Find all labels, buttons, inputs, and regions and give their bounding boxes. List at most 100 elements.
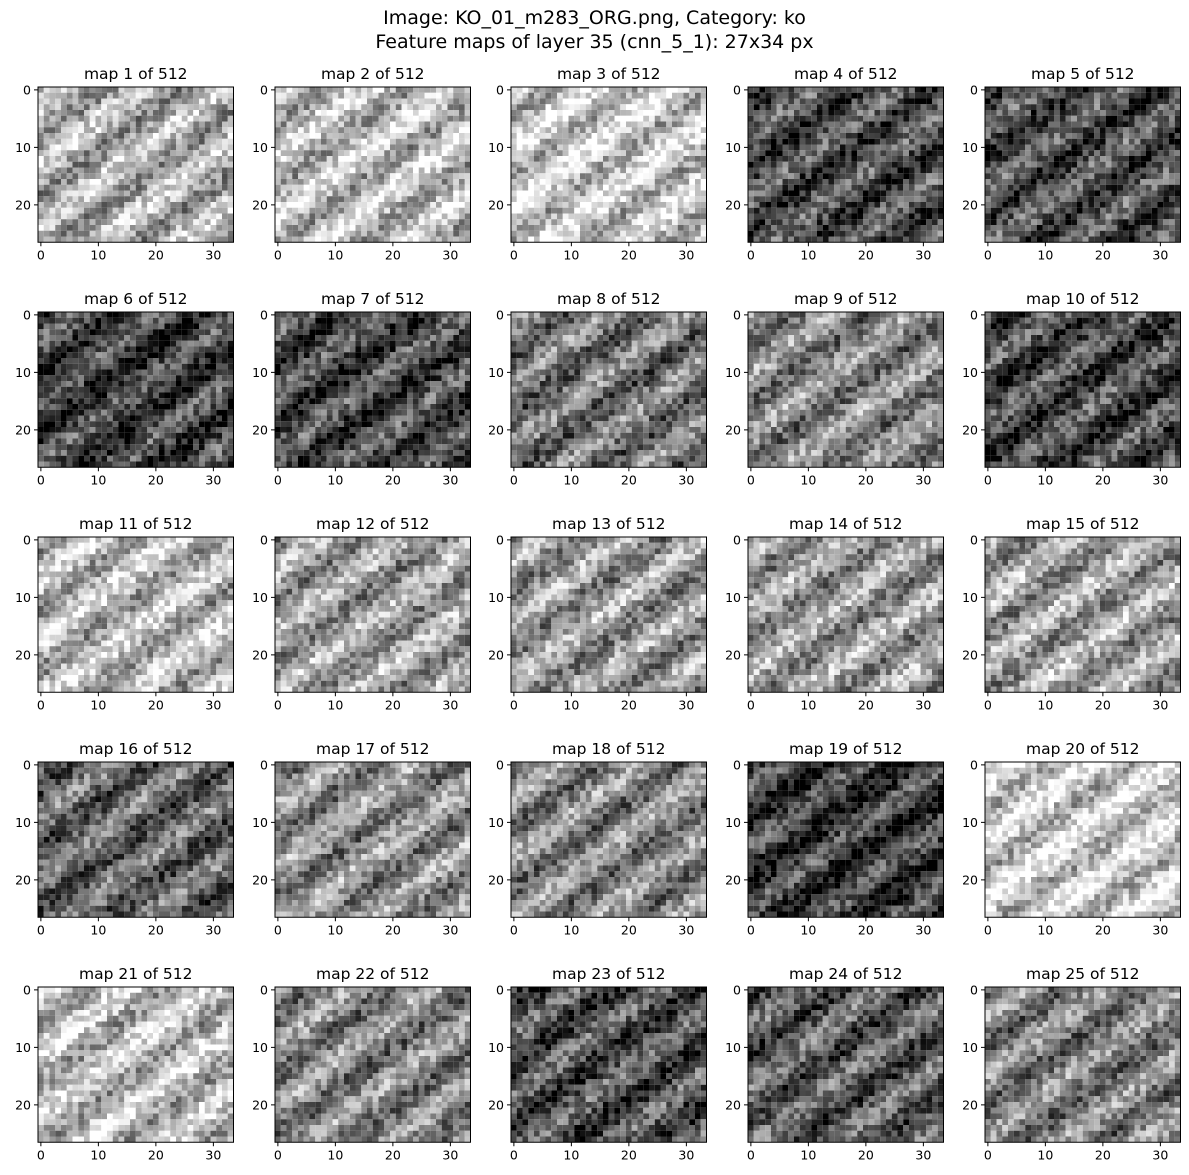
map-pixel bbox=[909, 156, 915, 162]
map-pixel bbox=[402, 208, 408, 214]
map-pixel bbox=[551, 162, 557, 168]
map-pixel bbox=[430, 116, 436, 122]
map-pixel bbox=[1112, 93, 1118, 99]
map-pixel bbox=[852, 185, 858, 191]
map-pixel bbox=[840, 231, 846, 237]
map-pixel bbox=[517, 93, 523, 99]
map-pixel bbox=[632, 156, 638, 162]
map-pixel bbox=[678, 191, 684, 197]
map-pixel bbox=[275, 185, 281, 191]
map-pixel bbox=[119, 93, 125, 99]
map-pixel bbox=[534, 133, 540, 139]
map-pixel bbox=[436, 139, 442, 145]
map-pixel bbox=[84, 122, 90, 128]
map-pixel bbox=[684, 237, 690, 243]
map-pixel bbox=[569, 208, 575, 214]
map-pixel bbox=[373, 196, 379, 202]
map-pixel bbox=[50, 104, 56, 110]
map-pixel bbox=[459, 116, 465, 122]
map-pixel bbox=[211, 237, 217, 243]
map-pixel bbox=[915, 162, 921, 168]
map-pixel bbox=[643, 231, 649, 237]
map-pixel bbox=[892, 168, 898, 174]
map-pixel bbox=[834, 237, 840, 243]
map-pixel bbox=[211, 104, 217, 110]
map-pixel bbox=[534, 196, 540, 202]
map-pixel bbox=[176, 225, 182, 231]
map-pixel bbox=[315, 179, 321, 185]
map-pixel bbox=[222, 208, 228, 214]
map-pixel bbox=[176, 150, 182, 156]
map-pixel bbox=[327, 208, 333, 214]
map-pixel bbox=[38, 104, 44, 110]
map-pixel bbox=[771, 133, 777, 139]
map-pixel bbox=[96, 87, 102, 93]
map-pixel bbox=[829, 173, 835, 179]
map-pixel bbox=[119, 179, 125, 185]
map-pixel bbox=[609, 93, 615, 99]
map-pixel bbox=[315, 162, 321, 168]
map-pixel bbox=[448, 196, 454, 202]
map-pixel bbox=[932, 110, 938, 116]
map-pixel bbox=[563, 237, 569, 243]
map-pixel bbox=[193, 127, 199, 133]
map-pixel bbox=[863, 116, 869, 122]
map-pixel bbox=[344, 168, 350, 174]
map-pixel bbox=[321, 185, 327, 191]
map-pixel bbox=[620, 231, 626, 237]
map-pixel bbox=[794, 116, 800, 122]
map-pixel bbox=[574, 168, 580, 174]
map-pixel bbox=[459, 225, 465, 231]
feature-map-image bbox=[275, 87, 471, 242]
map-pixel bbox=[442, 99, 448, 105]
map-pixel bbox=[632, 110, 638, 116]
map-pixel bbox=[875, 173, 881, 179]
map-pixel bbox=[407, 179, 413, 185]
map-pixel bbox=[73, 162, 79, 168]
map-pixel bbox=[615, 145, 621, 151]
map-pixel bbox=[794, 219, 800, 225]
map-pixel bbox=[938, 162, 944, 168]
map-pixel bbox=[402, 122, 408, 128]
map-pixel bbox=[852, 231, 858, 237]
x-tick-label: 30 bbox=[678, 247, 694, 262]
map-pixel bbox=[188, 145, 194, 151]
map-pixel bbox=[511, 179, 517, 185]
map-pixel bbox=[811, 225, 817, 231]
map-pixel bbox=[540, 145, 546, 151]
map-pixel bbox=[903, 87, 909, 93]
map-pixel bbox=[298, 168, 304, 174]
map-pixel bbox=[557, 139, 563, 145]
map-pixel bbox=[517, 214, 523, 220]
map-pixel bbox=[413, 139, 419, 145]
map-pixel bbox=[563, 196, 569, 202]
map-pixel bbox=[511, 99, 517, 105]
map-pixel bbox=[701, 208, 707, 214]
map-pixel bbox=[205, 214, 211, 220]
map-pixel bbox=[90, 139, 96, 145]
map-pixel bbox=[430, 99, 436, 105]
map-pixel bbox=[333, 93, 339, 99]
map-pixel bbox=[678, 87, 684, 93]
map-pixel bbox=[898, 104, 904, 110]
map-pixel bbox=[684, 122, 690, 128]
map-pixel bbox=[892, 225, 898, 231]
map-pixel bbox=[811, 196, 817, 202]
map-pixel bbox=[327, 110, 333, 116]
map-pixel bbox=[869, 150, 875, 156]
map-pixel bbox=[384, 156, 390, 162]
map-pixel bbox=[580, 122, 586, 128]
map-pixel bbox=[638, 237, 644, 243]
map-pixel bbox=[689, 179, 695, 185]
map-pixel bbox=[909, 202, 915, 208]
map-pixel bbox=[823, 173, 829, 179]
map-pixel bbox=[592, 133, 598, 139]
map-pixel bbox=[580, 219, 586, 225]
map-pixel bbox=[298, 104, 304, 110]
map-pixel bbox=[829, 162, 835, 168]
map-pixel bbox=[436, 231, 442, 237]
map-pixel bbox=[275, 99, 281, 105]
x-tick-label: 10 bbox=[90, 247, 106, 262]
map-pixel bbox=[275, 93, 281, 99]
map-pixel bbox=[846, 127, 852, 133]
